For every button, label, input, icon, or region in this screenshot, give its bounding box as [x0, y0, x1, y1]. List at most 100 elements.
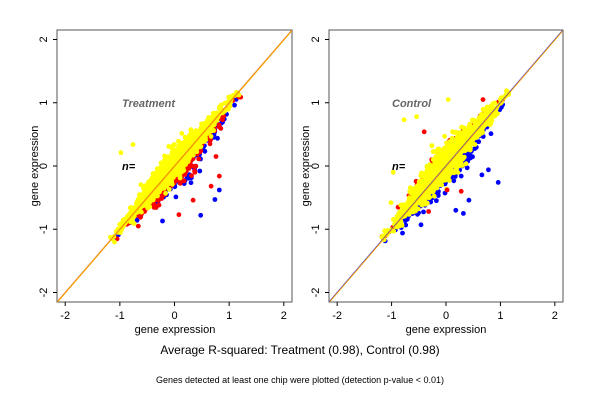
y-axis: -2 -1 0 1 2 — [38, 36, 57, 297]
data-point-yellow — [430, 149, 436, 154]
data-point-yellow — [144, 184, 149, 190]
data-point-yellow — [163, 162, 169, 168]
data-point-yellow — [193, 128, 199, 134]
data-point-red — [193, 163, 199, 169]
x-tick-label: 2 — [281, 310, 287, 322]
outlier-point-blue — [453, 207, 459, 213]
data-point-yellow — [419, 170, 424, 176]
data-point-yellow — [380, 233, 386, 239]
data-point-yellow — [211, 127, 217, 133]
data-point-red — [181, 178, 187, 184]
data-point-yellow — [117, 230, 123, 236]
data-point-yellow — [466, 135, 472, 141]
data-point-yellow — [445, 177, 451, 183]
data-point-yellow — [434, 164, 440, 169]
data-point-yellow — [463, 161, 469, 167]
data-point-yellow — [169, 143, 175, 149]
data-point-yellow — [198, 139, 203, 145]
data-point-yellow — [157, 176, 163, 182]
data-point-blue — [197, 168, 203, 174]
data-point-yellow — [447, 139, 453, 144]
data-point-yellow — [449, 170, 454, 176]
data-point-yellow — [139, 209, 144, 215]
outlier-point-red — [480, 97, 486, 102]
data-point-blue — [215, 135, 220, 141]
data-point-blue — [400, 230, 405, 236]
data-point-yellow — [446, 155, 452, 161]
data-point-red — [189, 173, 194, 179]
data-point-yellow — [206, 128, 212, 134]
y-tick-label: 2 — [38, 36, 50, 42]
data-point-red — [207, 141, 213, 147]
data-point-yellow — [177, 175, 183, 181]
outlier-point-blue — [495, 180, 501, 185]
x-tick-label: 1 — [497, 310, 503, 322]
data-point-yellow — [198, 126, 204, 132]
data-point-yellow — [461, 144, 467, 150]
data-point-yellow — [444, 147, 450, 152]
data-point-yellow — [180, 159, 185, 165]
y-tick-label: 2 — [310, 36, 322, 42]
data-point-yellow — [435, 169, 441, 175]
data-point-blue — [232, 102, 237, 108]
data-point-yellow — [489, 105, 495, 111]
data-point-yellow — [442, 133, 447, 139]
control-panel: -2 -1 0 1 2 -2 -1 0 1 2 gene expression gene exp… — [300, 29, 564, 336]
data-point-blue — [403, 222, 409, 228]
data-point-yellow — [482, 108, 488, 113]
data-point-yellow — [416, 179, 422, 185]
data-point-blue — [421, 209, 426, 215]
data-point-yellow — [437, 160, 443, 165]
outlier-point-red — [458, 188, 464, 194]
data-point-yellow — [480, 120, 485, 125]
data-point-yellow — [399, 223, 405, 228]
x-tick-label: -1 — [115, 310, 125, 322]
data-point-yellow — [182, 145, 188, 151]
data-point-yellow — [431, 170, 437, 176]
data-point-yellow — [455, 139, 461, 145]
data-point-yellow — [194, 149, 200, 155]
data-point-blue — [452, 174, 458, 179]
outlier-point-blue — [479, 172, 485, 178]
data-point-yellow — [490, 101, 496, 107]
data-point-yellow — [206, 115, 212, 120]
data-point-yellow — [450, 161, 456, 167]
data-point-yellow — [431, 193, 437, 199]
data-point-yellow — [426, 175, 432, 181]
data-point-yellow — [453, 168, 459, 174]
data-point-yellow — [427, 162, 433, 168]
data-point-yellow — [138, 182, 144, 188]
data-point-yellow — [436, 147, 442, 152]
data-point-yellow — [163, 190, 169, 196]
data-point-red — [220, 117, 226, 123]
data-point-yellow — [415, 206, 421, 212]
data-point-yellow — [208, 134, 214, 139]
data-point-yellow — [162, 182, 168, 188]
data-point-yellow — [420, 185, 426, 191]
treatment-panel: -2 -1 0 1 2 -2 -1 0 1 2 gene expression gene exp… — [29, 29, 293, 336]
outlier-point-blue — [466, 197, 472, 203]
data-point-yellow — [393, 223, 399, 229]
data-point-yellow — [166, 144, 172, 149]
data-point-blue — [435, 191, 441, 197]
data-point-yellow — [400, 202, 406, 208]
outlier-point-red — [444, 187, 450, 193]
outlier-point-red — [208, 183, 214, 189]
data-point-yellow — [472, 142, 478, 147]
outlier-point-blue — [418, 222, 424, 228]
y-tick-label: 1 — [38, 100, 50, 106]
outlier-point-red — [213, 154, 219, 159]
outlier-point-yellow — [118, 150, 124, 156]
x-tick-label: 1 — [226, 310, 232, 322]
data-point-yellow — [406, 196, 412, 202]
outlier-point-red — [176, 212, 182, 218]
data-point-red — [216, 122, 222, 128]
data-point-blue — [488, 131, 494, 137]
r-squared-summary: Average R-squared: Treatment (0.98), Con… — [160, 343, 440, 357]
data-point-yellow — [472, 120, 478, 125]
n-annotation: n= — [122, 161, 136, 173]
x-tick-label: 0 — [171, 310, 177, 322]
y-axis: -2 -1 0 1 2 — [310, 36, 329, 297]
data-point-yellow — [504, 88, 509, 94]
